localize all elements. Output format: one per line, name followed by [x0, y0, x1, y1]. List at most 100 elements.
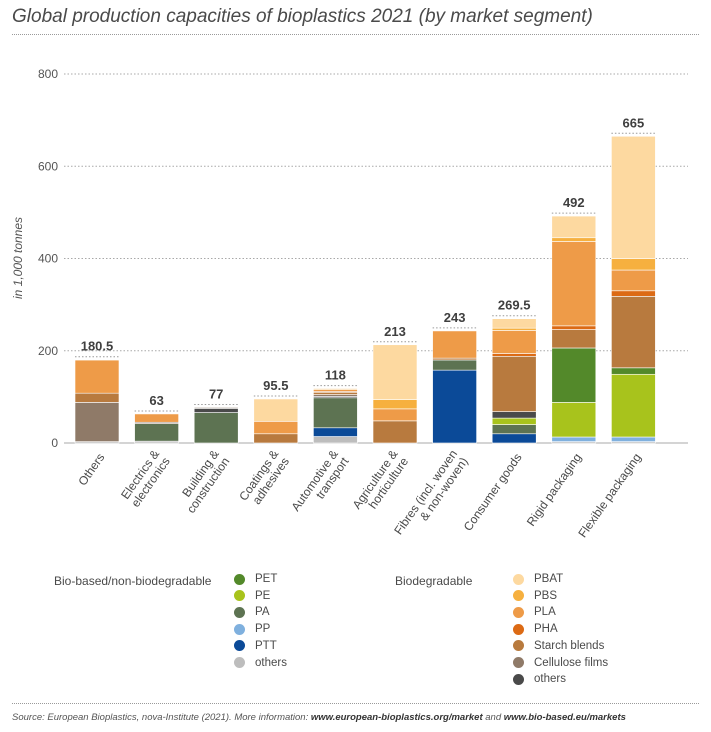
- bar-segment: [551, 436, 597, 442]
- source-link-european-bioplastics[interactable]: www.european-bioplastics.org/market: [310, 712, 483, 723]
- legend-label: Starch blends: [534, 639, 605, 652]
- legend-item-bio-based-pe: PE: [234, 590, 270, 602]
- bar-segment: [313, 391, 358, 395]
- y-tick-label: 400: [38, 252, 58, 266]
- x-tick-label: Rigid packaging: [524, 451, 584, 529]
- bar-segment: [551, 241, 597, 327]
- x-tick-label-line: Others: [75, 451, 107, 489]
- bar-segment: [134, 413, 179, 423]
- bar-segment: [74, 359, 120, 394]
- legend-swatch: [513, 606, 524, 618]
- legend-label: PBS: [534, 589, 558, 602]
- bar-chart: 0 200 400 600 800 in 1,000 tonnes 180.5 Others 6…: [11, 67, 688, 540]
- legend-label: PHA: [534, 623, 558, 636]
- x-tick-label: Automotive &transport: [289, 447, 352, 521]
- source-link-bio-based[interactable]: www.bio-based.eu/markets: [503, 712, 626, 723]
- legend-item-bio-based-pa: PA: [234, 606, 270, 618]
- bar-segment: [491, 433, 537, 444]
- bar-segment: [491, 417, 537, 425]
- bar-segment: [313, 388, 358, 390]
- bar-segment: [491, 318, 537, 329]
- bar-segment: [372, 420, 418, 444]
- bar-segment: [611, 269, 656, 292]
- legend-label: PLA: [534, 606, 556, 619]
- bar-segment: [611, 436, 656, 442]
- legend-swatch: [513, 673, 524, 685]
- bar-segment: [253, 421, 299, 435]
- legend-item-bio-based-ptt: PTT: [234, 640, 277, 652]
- bar-segment: [313, 397, 358, 429]
- bar-total-label: 492: [563, 195, 585, 210]
- legend-swatch: [234, 573, 245, 585]
- source-prefix: Source: European Bioplastics, nova-Insti…: [12, 712, 311, 723]
- legend-label: PP: [255, 623, 271, 636]
- bar-segment: [372, 399, 418, 410]
- legend-swatch: [234, 606, 245, 618]
- legend-item-bio-based-pet: PET: [234, 573, 277, 585]
- legend-swatch: [513, 573, 524, 585]
- bar-segment: [611, 135, 656, 259]
- legend-item-bio-based-pp: PP: [234, 623, 270, 635]
- title-divider: [12, 34, 699, 35]
- chart-title: Global production capacities of bioplast…: [12, 6, 593, 27]
- legend-item-bio-based-others: others: [234, 657, 287, 669]
- legend-group-biodegradable-title: Biodegradable: [395, 574, 473, 588]
- source-middle: and: [482, 712, 504, 723]
- legend-label: Cellulose films: [534, 656, 609, 669]
- x-tick-label: Others: [75, 451, 107, 489]
- x-tick-label: Agriculture &horticulture: [350, 447, 412, 519]
- bar-segment: [611, 367, 656, 375]
- bar-total-label: 665: [623, 115, 645, 130]
- legend-item-biodegradable-pbs: PBS: [513, 590, 557, 602]
- bar-segment: [551, 237, 597, 242]
- bar-segment: [551, 347, 597, 403]
- bar-segment: [551, 329, 597, 349]
- bar-total-label: 95.5: [263, 378, 288, 393]
- bar-segment: [611, 258, 656, 271]
- x-tick-label: Coatings &adhesives: [236, 447, 292, 511]
- bar-total-label: 243: [444, 310, 466, 325]
- bar-segment: [253, 433, 299, 444]
- x-tick-label: Electrics &electronics: [118, 447, 173, 509]
- bar-segment: [611, 296, 656, 369]
- legend-label: others: [534, 673, 566, 686]
- bar-segment: [193, 407, 239, 409]
- legend-label: PET: [255, 573, 278, 585]
- y-tick-label: 800: [38, 67, 58, 81]
- bar-segment: [491, 411, 537, 419]
- bar-segment: [313, 427, 358, 437]
- bar-segment: [253, 398, 299, 422]
- legend-item-biodegradable-starch-blends: Starch blends: [513, 640, 604, 652]
- legend-swatch: [234, 640, 245, 652]
- legend-swatch: [513, 590, 524, 602]
- x-tick-label-line: Rigid packaging: [524, 451, 584, 529]
- bar-total-label: 118: [325, 368, 346, 383]
- bar-segment: [611, 373, 656, 438]
- footer-divider: [12, 703, 699, 704]
- bar-segment: [491, 353, 537, 357]
- legend-group-bio-based-title: Bio-based/non-biodegradable: [54, 574, 212, 588]
- bar-segment: [372, 344, 418, 400]
- bar-total-label: 213: [384, 324, 406, 339]
- bar-total-label: 269.5: [498, 298, 531, 313]
- x-tick-label: Flexible packaging: [575, 451, 643, 540]
- bar-total-label: 180.5: [81, 339, 114, 354]
- x-tick-label: Building &construction: [173, 447, 232, 515]
- legend-swatch: [234, 657, 245, 668]
- legend-item-biodegradable-pha: PHA: [513, 623, 558, 635]
- bar-segment: [491, 330, 537, 354]
- legend-item-biodegradable-cellulose-films: Cellulose films: [513, 657, 608, 669]
- legend-label: PE: [255, 589, 271, 602]
- bar-segment: [432, 330, 477, 359]
- bar-segment: [74, 402, 120, 442]
- y-tick-label: 0: [51, 436, 58, 450]
- legend-swatch: [513, 623, 524, 635]
- legend-item-biodegradable-others: others: [513, 673, 566, 685]
- source-note: Source: European Bioplastics, nova-Insti…: [12, 712, 626, 723]
- legend-swatch: [513, 657, 524, 668]
- legend-label: PA: [255, 606, 270, 619]
- bar-total-label: 63: [149, 393, 163, 408]
- legend-label: PBAT: [534, 573, 564, 585]
- y-tick-label: 200: [38, 344, 58, 358]
- bar-segment: [193, 412, 239, 444]
